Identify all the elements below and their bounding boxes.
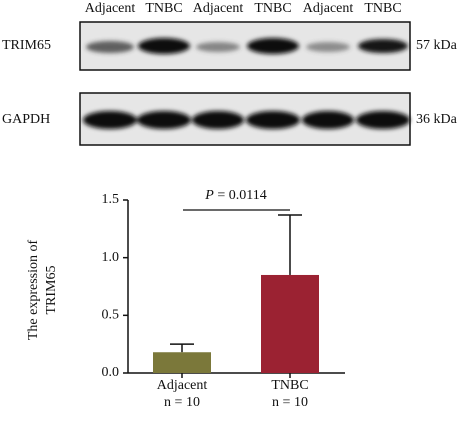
lane-label: Adjacent <box>303 1 354 16</box>
p-symbol: P <box>204 188 214 203</box>
y-tick-label: 0.0 <box>102 365 120 380</box>
blot-size-label: 36 kDa <box>416 112 458 127</box>
blot-size-label: 57 kDa <box>416 38 458 53</box>
y-tick-label: 1.5 <box>102 192 120 207</box>
x-tick-label: Adjacent <box>157 378 208 393</box>
blot-row-label: TRIM65 <box>2 38 51 53</box>
x-tick-label: TNBC <box>271 378 308 393</box>
lane-label: TNBC <box>145 1 182 16</box>
x-sublabel: n = 10 <box>272 395 308 410</box>
lane-label: Adjacent <box>193 1 244 16</box>
y-axis-label: The expression of <box>26 240 41 341</box>
y-tick-label: 1.0 <box>102 250 120 265</box>
blot-bands <box>83 38 410 129</box>
y-axis-label: TRIM65 <box>44 266 59 315</box>
x-sublabel: n = 10 <box>164 395 200 410</box>
lane-label: TNBC <box>254 1 291 16</box>
bar <box>153 352 211 373</box>
bar <box>261 274 319 373</box>
blot-panel <box>79 21 411 71</box>
p-value: P = 0.0114 <box>204 188 266 203</box>
lane-label: TNBC <box>364 1 401 16</box>
blot-row-label: GAPDH <box>2 112 50 127</box>
p-text: = 0.0114 <box>217 188 266 203</box>
y-tick-label: 0.5 <box>102 308 120 323</box>
lane-label: Adjacent <box>85 1 136 16</box>
